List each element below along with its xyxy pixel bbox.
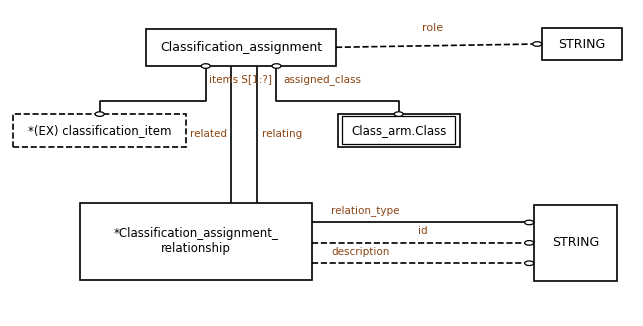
Text: description: description xyxy=(331,247,390,257)
Text: STRING: STRING xyxy=(558,37,606,51)
Circle shape xyxy=(525,220,534,225)
Text: assigned_class: assigned_class xyxy=(283,74,361,85)
Text: role: role xyxy=(422,22,443,33)
Text: related: related xyxy=(190,129,227,140)
Text: items S[1:?]: items S[1:?] xyxy=(209,74,272,84)
Text: id: id xyxy=(418,226,428,236)
Circle shape xyxy=(272,64,281,68)
Text: relating: relating xyxy=(262,129,302,140)
Circle shape xyxy=(201,64,210,68)
Text: relation_type: relation_type xyxy=(331,205,400,216)
Bar xyxy=(541,28,622,60)
Circle shape xyxy=(525,261,534,265)
Bar xyxy=(13,114,186,147)
Bar xyxy=(534,205,617,281)
Bar xyxy=(147,28,336,66)
Circle shape xyxy=(95,112,104,116)
Text: Classification_assignment: Classification_assignment xyxy=(160,41,322,54)
Circle shape xyxy=(394,112,403,116)
Text: *Classification_assignment_
relationship: *Classification_assignment_ relationship xyxy=(114,227,278,255)
Circle shape xyxy=(532,42,541,46)
Bar xyxy=(80,203,312,279)
Text: Class_arm.Class: Class_arm.Class xyxy=(351,124,446,137)
Text: STRING: STRING xyxy=(552,236,599,249)
Bar xyxy=(338,114,460,147)
Text: *(EX) classification_item: *(EX) classification_item xyxy=(28,124,172,137)
Circle shape xyxy=(525,241,534,245)
Bar xyxy=(342,116,455,144)
